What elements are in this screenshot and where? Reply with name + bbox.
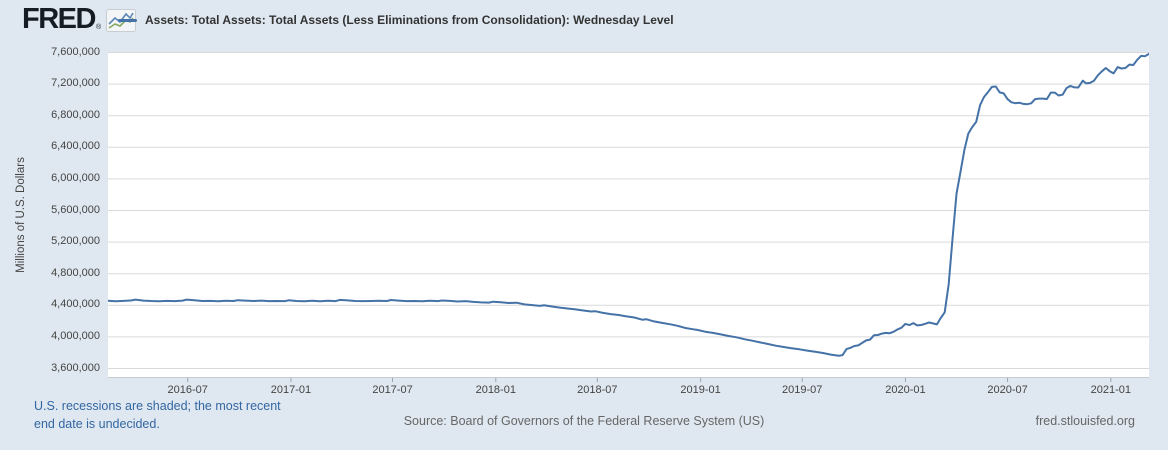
y-tick-label: 6,400,000 [51, 140, 100, 153]
y-tick-label: 4,000,000 [51, 329, 100, 342]
chart-svg [107, 52, 1150, 382]
y-tick-label: 6,800,000 [51, 108, 100, 121]
chart-legend: Assets: Total Assets: Total Assets (Less… [118, 0, 674, 40]
y-axis-title: Millions of U.S. Dollars [15, 157, 27, 273]
recession-note: U.S. recessions are shaded; the most rec… [34, 397, 281, 433]
x-tick-label: 2019-07 [781, 384, 823, 396]
chart-plot-area[interactable] [107, 52, 1150, 384]
x-tick-label: 2017-01 [270, 384, 312, 396]
x-tick-label: 2020-07 [987, 384, 1028, 396]
registered-trademark-mark: ® [95, 24, 102, 31]
y-tick-label: 3,600,000 [51, 361, 100, 374]
y-tick-label: 7,600,000 [51, 45, 100, 58]
fred-logo[interactable]: FRED ® [22, 3, 137, 35]
recession-note-line2: end date is undecided. [34, 417, 160, 431]
x-tick-label: 2018-01 [475, 384, 516, 396]
x-tick-label: 2020-01 [885, 384, 926, 396]
fred-site-link[interactable]: fred.stlouisfed.org [1035, 414, 1135, 428]
x-tick-label: 2019-01 [680, 384, 721, 396]
series-title: Assets: Total Assets: Total Assets (Less… [145, 13, 674, 27]
x-tick-label: 2018-07 [577, 384, 618, 396]
legend-line-marker [118, 18, 137, 22]
x-tick-label: 2021-01 [1090, 384, 1132, 396]
source-attribution: Source: Board of Governors of the Federa… [403, 414, 765, 428]
x-tick-label: 2017-07 [372, 384, 413, 396]
y-tick-label: 7,200,000 [51, 77, 100, 90]
recession-note-line1: U.S. recessions are shaded; the most rec… [34, 399, 281, 413]
x-tick-label: 2016-07 [167, 384, 208, 396]
fred-logo-text: FRED [22, 3, 96, 35]
data-line-series [107, 52, 1150, 357]
plot-background [108, 52, 1149, 378]
y-tick-label: 4,400,000 [51, 298, 100, 311]
